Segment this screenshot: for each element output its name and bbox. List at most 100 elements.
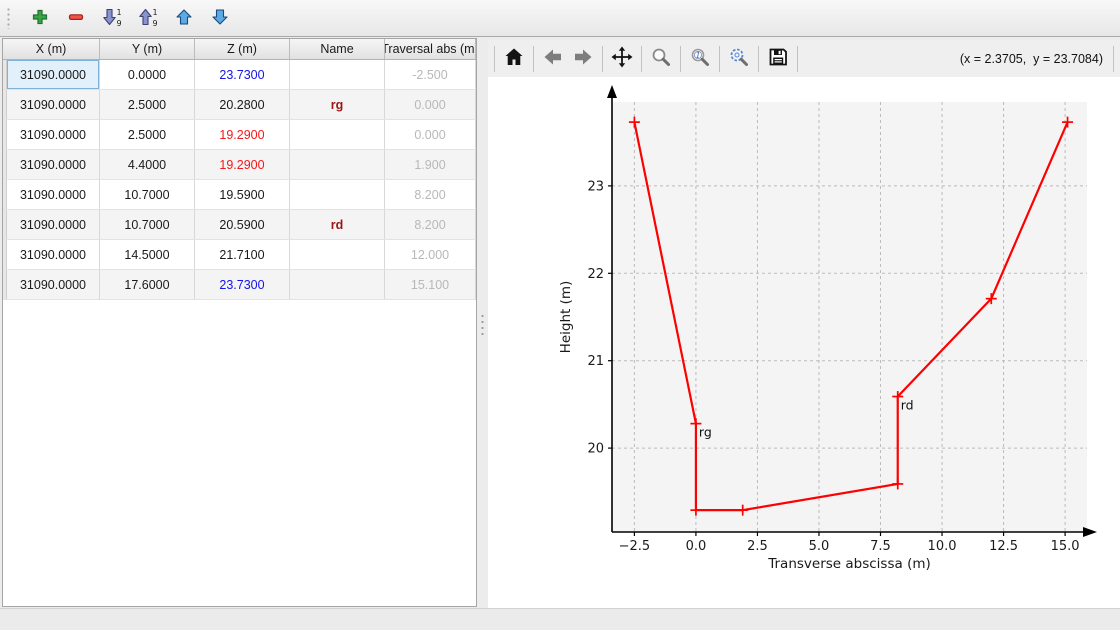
table-row: 31090.0000 14.5000 21.7100 12.000 <box>3 240 476 270</box>
toolbar-grip[interactable] <box>6 7 12 29</box>
cell-y[interactable]: 17.6000 <box>100 270 195 299</box>
row-handle[interactable] <box>3 180 7 209</box>
zoom-one-button[interactable]: 1 <box>685 44 715 74</box>
svg-text:9: 9 <box>117 19 122 27</box>
cell-y[interactable]: 10.7000 <box>100 180 195 209</box>
cell-name[interactable] <box>290 270 385 299</box>
forward-button[interactable] <box>568 44 598 74</box>
row-handle[interactable] <box>3 240 7 269</box>
cell-name[interactable]: rd <box>290 210 385 239</box>
column-header-0[interactable]: X (m) <box>3 39 100 59</box>
cell-z[interactable]: 19.2900 <box>195 150 290 179</box>
home-icon <box>503 46 525 71</box>
zoom-fit-button[interactable] <box>724 44 754 74</box>
add-row-button[interactable] <box>26 4 54 32</box>
toolbar-separator <box>1113 45 1114 72</box>
column-header-1[interactable]: Y (m) <box>100 39 195 59</box>
save-button[interactable] <box>763 44 793 74</box>
row-handle[interactable] <box>3 60 7 89</box>
cell-abs[interactable]: 12.000 <box>385 240 476 269</box>
cell-name[interactable] <box>290 180 385 209</box>
column-header-2[interactable]: Z (m) <box>195 39 290 59</box>
y-tick-label: 21 <box>587 354 604 369</box>
cell-name[interactable] <box>290 60 385 89</box>
x-tick-label: 0.0 <box>686 539 707 554</box>
cell-abs[interactable]: 0.000 <box>385 120 476 149</box>
y-tick-label: 20 <box>587 442 604 457</box>
table-row: 31090.0000 0.0000 23.7300 -2.500 <box>3 60 476 90</box>
zoom-button[interactable] <box>646 44 676 74</box>
cell-abs[interactable]: 1.900 <box>385 150 476 179</box>
pan-button[interactable] <box>607 44 637 74</box>
x-axis-label: Transverse abscissa (m) <box>767 556 931 572</box>
cell-x[interactable]: 31090.0000 <box>7 210 100 239</box>
splitter-handle-icon <box>481 313 484 339</box>
svg-text:1: 1 <box>153 8 158 17</box>
move-row-down-button[interactable] <box>206 4 234 32</box>
plot-background <box>612 102 1087 532</box>
cell-z[interactable]: 23.7300 <box>195 60 290 89</box>
cell-abs[interactable]: 8.200 <box>385 210 476 239</box>
cell-y[interactable]: 0.0000 <box>100 60 195 89</box>
x-tick-label: 15.0 <box>1051 539 1080 554</box>
plus-icon <box>31 8 49 29</box>
cell-x[interactable]: 31090.0000 <box>7 60 100 89</box>
remove-row-button[interactable] <box>62 4 90 32</box>
cell-x[interactable]: 31090.0000 <box>7 150 100 179</box>
column-header-4[interactable]: Traversal abs (m) <box>385 39 476 59</box>
cell-name[interactable]: rg <box>290 90 385 119</box>
back-icon <box>542 46 564 71</box>
row-handle[interactable] <box>3 120 7 149</box>
svg-text:1: 1 <box>117 8 122 17</box>
cell-y[interactable]: 2.5000 <box>100 120 195 149</box>
cell-x[interactable]: 31090.0000 <box>7 90 100 119</box>
cell-z[interactable]: 23.7300 <box>195 270 290 299</box>
x-tick-label: 12.5 <box>989 539 1018 554</box>
cell-z[interactable]: 19.2900 <box>195 120 290 149</box>
y-axis-label: Height (m) <box>558 281 574 354</box>
cell-abs[interactable]: 0.000 <box>385 90 476 119</box>
x-tick-label: 7.5 <box>870 539 891 554</box>
svg-text:1: 1 <box>695 51 700 60</box>
cell-z[interactable]: 21.7100 <box>195 240 290 269</box>
column-header-3[interactable]: Name <box>290 39 385 59</box>
row-handle[interactable] <box>3 270 7 299</box>
row-handle[interactable] <box>3 90 7 119</box>
y-axis-arrow <box>607 85 617 98</box>
cell-y[interactable]: 10.7000 <box>100 210 195 239</box>
cell-z[interactable]: 19.5900 <box>195 180 290 209</box>
cell-abs[interactable]: 15.100 <box>385 270 476 299</box>
back-button[interactable] <box>538 44 568 74</box>
cell-name[interactable] <box>290 240 385 269</box>
table-row: 31090.0000 10.7000 19.5900 8.200 <box>3 180 476 210</box>
x-axis-arrow <box>1083 527 1097 537</box>
save-icon <box>767 46 789 71</box>
cell-y[interactable]: 2.5000 <box>100 90 195 119</box>
home-button[interactable] <box>499 44 529 74</box>
cross-section-plot[interactable]: −2.5 0.0 2.5 5.0 7.5 10.0 12.5 15.0 20 21 22 23 Tran… <box>488 77 1120 608</box>
cell-abs[interactable]: -2.500 <box>385 60 476 89</box>
cell-y[interactable]: 14.5000 <box>100 240 195 269</box>
cell-x[interactable]: 31090.0000 <box>7 240 100 269</box>
cell-abs[interactable]: 8.200 <box>385 180 476 209</box>
cell-z[interactable]: 20.5900 <box>195 210 290 239</box>
panel-splitter[interactable] <box>477 37 488 610</box>
move-row-up-button[interactable] <box>170 4 198 32</box>
cell-x[interactable]: 31090.0000 <box>7 270 100 299</box>
zoom-icon <box>650 46 672 71</box>
cell-y[interactable]: 4.4000 <box>100 150 195 179</box>
cell-name[interactable] <box>290 150 385 179</box>
x-tick-label: −2.5 <box>619 539 651 554</box>
cell-x[interactable]: 31090.0000 <box>7 120 100 149</box>
toolbar-separator <box>797 45 798 72</box>
cell-x[interactable]: 31090.0000 <box>7 180 100 209</box>
table-row: 31090.0000 10.7000 20.5900 rd 8.200 <box>3 210 476 240</box>
cell-z[interactable]: 20.2800 <box>195 90 290 119</box>
row-handle[interactable] <box>3 210 7 239</box>
zoom-fit-icon <box>728 46 750 71</box>
cell-name[interactable] <box>290 120 385 149</box>
row-handle[interactable] <box>3 150 7 179</box>
